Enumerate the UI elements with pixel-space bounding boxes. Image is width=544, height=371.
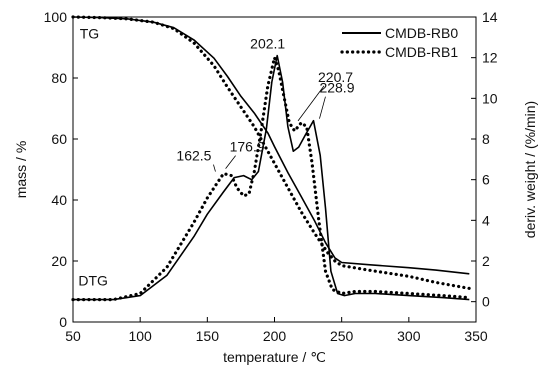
peak-annotation-label: 228.9 [319, 80, 354, 96]
series-cmdb-rb0-dtg-line [73, 54, 470, 301]
x-tick-label: 250 [330, 328, 354, 344]
annotation-leader-line [319, 96, 326, 119]
x-tick-label: 50 [65, 328, 81, 344]
peak-annotation-label: 176.9 [230, 139, 265, 155]
legend-label-cmdb-rb1: CMDB-RB1 [385, 44, 458, 60]
peak-annotation-label: 162.5 [176, 148, 211, 164]
y-right-tick-label: 8 [482, 131, 490, 147]
x-tick-label: 100 [128, 328, 152, 344]
x-tick-label: 200 [263, 328, 287, 344]
x-axis-ticks: 50 100 150 200 250 300 350 [65, 317, 488, 344]
x-tick-label: 350 [464, 328, 488, 344]
y-right-tick-label: 0 [482, 294, 490, 310]
y-left-axis-ticks: 0 20 40 60 80 100 [44, 9, 78, 330]
curve-label-tg: TG [80, 25, 99, 41]
legend-label-cmdb-rb0: CMDB-RB0 [385, 25, 458, 41]
y-right-axis-title: deriv. weight / (%/min) [522, 101, 538, 238]
curve-label-dtg: DTG [78, 272, 108, 288]
peak-annotation-label: 202.1 [250, 36, 285, 52]
y-left-axis-title: mass / % [13, 141, 29, 199]
y-right-tick-label: 10 [482, 90, 498, 106]
legend: CMDB-RB0 CMDB-RB1 [340, 25, 458, 60]
annotation-leader-line [225, 155, 236, 169]
series-cmdb-rb1-dtg-line [71, 56, 471, 302]
peak-annotation-label: 220.7 [318, 69, 353, 85]
series-cmdb-rb1-tg-line [71, 15, 471, 290]
curve-labels: TG DTG [78, 25, 108, 288]
x-tick-label: 300 [397, 328, 421, 344]
x-tick-label: 150 [196, 328, 220, 344]
y-left-tick-label: 60 [51, 131, 67, 147]
y-right-tick-label: 6 [482, 172, 490, 188]
x-axis-title: temperature / ℃ [223, 349, 326, 365]
y-left-tick-label: 100 [44, 9, 68, 25]
annotation-leader-line [213, 164, 216, 172]
y-right-tick-label: 12 [482, 50, 498, 66]
y-right-tick-label: 4 [482, 212, 490, 228]
y-right-tick-label: 2 [482, 253, 490, 269]
y-left-tick-label: 0 [59, 314, 67, 330]
y-left-tick-label: 80 [51, 70, 67, 86]
y-right-tick-label: 14 [482, 9, 498, 25]
y-right-axis-ticks: 0 2 4 6 8 10 12 14 [471, 9, 498, 310]
y-left-tick-label: 20 [51, 253, 67, 269]
annotation-leader-line [297, 85, 325, 122]
y-left-tick-label: 40 [51, 192, 67, 208]
plot-curves [71, 15, 471, 302]
